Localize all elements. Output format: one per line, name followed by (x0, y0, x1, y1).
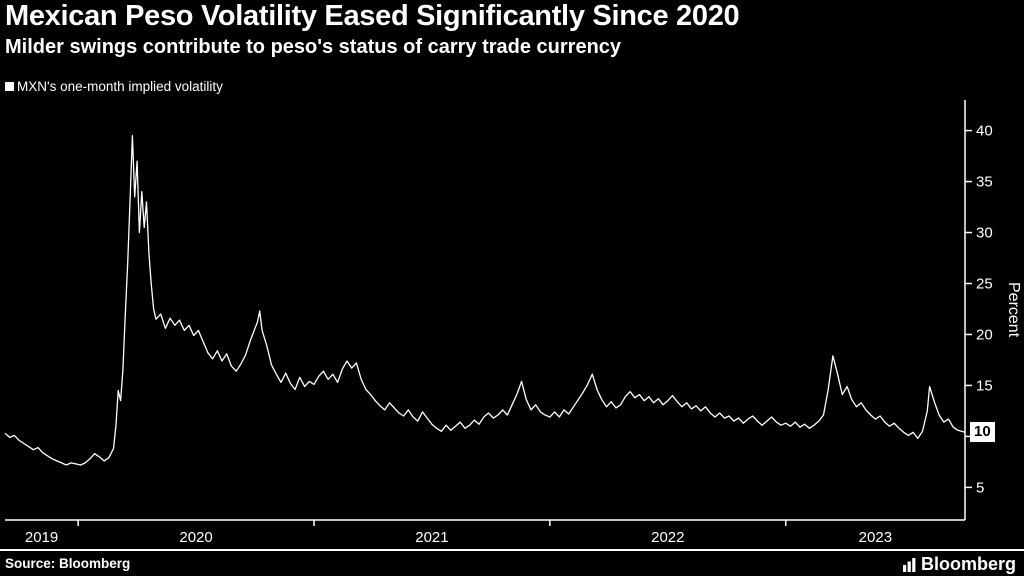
y-axis-title: Percent (1005, 282, 1022, 338)
y-tick-label: 40 (976, 123, 993, 140)
footer: Source: Bloomberg Bloomberg (0, 549, 1024, 576)
legend-label: MXN's one-month implied volatility (17, 79, 223, 94)
y-tick-label: 35 (976, 174, 993, 191)
y-tick-label: 30 (976, 225, 993, 242)
y-tick-label: 15 (976, 377, 993, 394)
bloomberg-logo-icon (902, 557, 916, 572)
x-tick-label: 2022 (651, 529, 684, 546)
x-tick-label: 2021 (415, 529, 448, 546)
x-tick-label: 2023 (859, 529, 892, 546)
source-note: Source: Bloomberg (5, 556, 131, 571)
x-tick-label: 2020 (179, 529, 212, 546)
y-tick-label: 5 (976, 479, 984, 496)
volatility-line (4, 135, 966, 466)
legend-swatch-icon (5, 82, 14, 91)
x-tick-label: 2019 (25, 529, 58, 546)
bloomberg-logo-text: Bloomberg (920, 553, 1016, 574)
chart-subtitle: Milder swings contribute to peso's statu… (5, 36, 622, 58)
bloomberg-logo: Bloomberg (902, 553, 1016, 574)
last-value-badge: 10 (970, 422, 995, 443)
legend: MXN's one-month implied volatility (5, 79, 223, 94)
y-tick-label: 20 (976, 326, 993, 343)
chart-title: Mexican Peso Volatility Eased Significan… (5, 0, 740, 32)
y-tick-label: 25 (976, 275, 993, 292)
